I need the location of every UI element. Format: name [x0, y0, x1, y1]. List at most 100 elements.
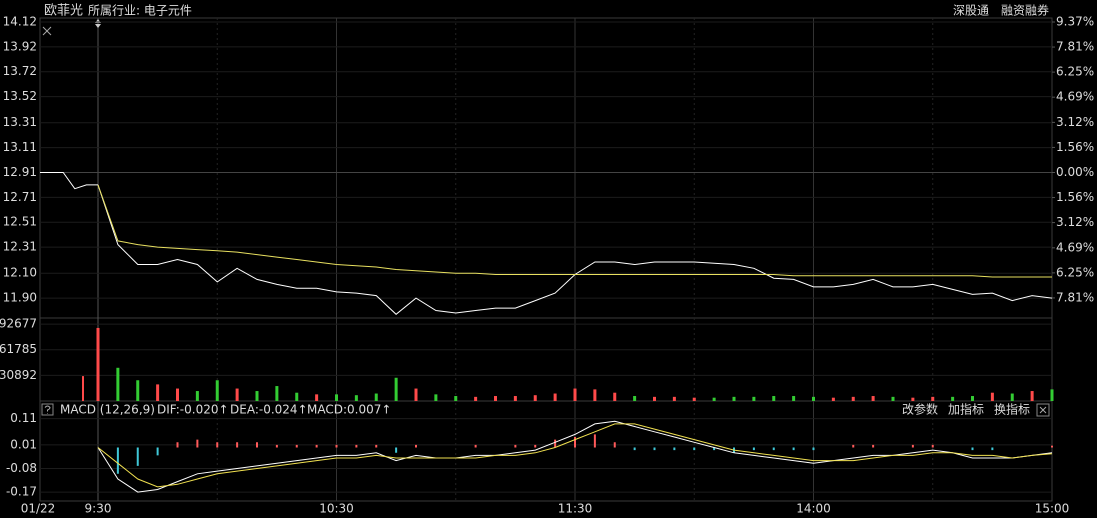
- volume-bar: [931, 396, 935, 401]
- volume-bar: [434, 394, 438, 401]
- y2-tick-label: 1.56%: [1056, 190, 1094, 204]
- volume-bar: [851, 396, 855, 401]
- plot-frame: [39, 17, 1053, 502]
- volume-bar: [354, 395, 358, 401]
- volume-bar: [871, 396, 875, 401]
- drag-handle[interactable]: [95, 19, 101, 28]
- y-tick-label: 12.31: [3, 240, 37, 254]
- button[interactable]: 加指标: [948, 402, 984, 417]
- volume-bar: [195, 391, 199, 401]
- legend-entry: DIF:-0.020↑: [157, 403, 229, 417]
- volume-bar: [712, 397, 716, 401]
- volume-bar: [613, 392, 617, 401]
- stock-name: 欧菲光: [44, 4, 83, 19]
- y2-tick-label: 6.25%: [1056, 265, 1094, 279]
- volume-bar: [494, 396, 497, 401]
- volume-bar: [474, 396, 478, 401]
- close-stroke: [1039, 406, 1047, 414]
- volume-bar: [255, 391, 259, 401]
- y-tick-label: 0.11: [10, 411, 37, 425]
- y2-tick-label: 9.37%: [1056, 15, 1094, 29]
- volume-bar: [812, 396, 815, 401]
- date-label: 01/22: [21, 502, 56, 516]
- y-tick-label: 13.31: [3, 115, 37, 129]
- auction-line: [40, 172, 98, 190]
- y-tick-label: 30892: [0, 368, 37, 382]
- x-tick-label: 14:00: [796, 502, 831, 516]
- close-box: [1036, 403, 1050, 417]
- link[interactable]: 融资融券: [1001, 3, 1049, 18]
- volume-bar: [235, 388, 239, 401]
- volume-bar: [374, 393, 378, 401]
- x-tick-label: 15:00: [1035, 502, 1070, 516]
- y2-tick-label: 1.56%: [1056, 140, 1094, 154]
- help-icon[interactable]: [41, 403, 54, 416]
- y-tick-label: 12.71: [3, 190, 37, 204]
- volume-bar: [454, 396, 458, 401]
- volume-bar: [672, 396, 676, 401]
- y-tick-label: 12.10: [3, 266, 37, 280]
- volume-bar: [971, 396, 974, 401]
- volume-bar: [732, 396, 736, 401]
- y2-tick-label: 0.00%: [1056, 165, 1094, 179]
- volume-bar: [176, 388, 179, 401]
- y2-tick-label: 3.12%: [1056, 215, 1094, 229]
- volume-bar: [215, 380, 219, 401]
- volume-bar: [156, 384, 160, 401]
- y-tick-label: 11.90: [3, 291, 37, 305]
- volume-bar: [1050, 389, 1054, 401]
- x-tick-label: 11:30: [558, 502, 593, 516]
- x-tick-label: 10:30: [319, 502, 354, 516]
- y-tick-label: 13.52: [3, 89, 37, 103]
- volume-bar: [633, 396, 637, 401]
- volume-bar: [116, 367, 120, 401]
- close-indicator[interactable]: [1036, 403, 1050, 417]
- button[interactable]: 换指标: [994, 402, 1030, 417]
- y-tick-label: -0.17: [6, 485, 37, 499]
- y2-tick-label: 3.12%: [1056, 115, 1094, 129]
- y-tick-label: 13.92: [3, 39, 37, 53]
- y-tick-label: -0.08: [6, 461, 37, 475]
- volume-bar: [951, 396, 955, 401]
- volume-bar: [295, 392, 299, 401]
- volume-bar: [692, 397, 696, 401]
- y-tick-label: 92677: [0, 317, 37, 331]
- volume-bar: [513, 396, 517, 401]
- industry: 所属行业: 电子元件: [88, 4, 192, 18]
- x-tick-label: 9:30: [85, 502, 112, 516]
- volume-bar: [553, 393, 557, 401]
- volume-bar: [772, 396, 776, 401]
- frames: [39, 17, 1053, 502]
- button[interactable]: 改参数: [902, 402, 938, 417]
- y-tick-label: 0.01: [10, 437, 37, 451]
- volume-bar: [414, 388, 418, 401]
- y2-tick-label: 7.81%: [1056, 290, 1094, 304]
- volume-bar: [752, 396, 756, 401]
- volume-bar: [394, 377, 398, 401]
- average-line: [97, 184, 1052, 278]
- dea-line: [97, 423, 1053, 488]
- legend-entry: MACD:0.007↑: [307, 403, 391, 417]
- y-tick-label: 12.91: [3, 165, 37, 179]
- help-glyph: [44, 405, 51, 414]
- volume-bar: [533, 395, 537, 401]
- help-box: [41, 403, 54, 416]
- volume-bar: [990, 392, 994, 401]
- volume-bar: [653, 396, 656, 401]
- volume-bar: [792, 396, 796, 401]
- volume-bar: [1030, 391, 1034, 401]
- volume-bar: [593, 389, 597, 401]
- volume-bar: [831, 397, 835, 401]
- volume-bar: [335, 394, 338, 401]
- y2-tick-label: 4.69%: [1056, 90, 1094, 104]
- y-tick-label: 61785: [0, 342, 37, 356]
- link[interactable]: 深股通: [953, 4, 989, 18]
- y-tick-label: 12.51: [3, 215, 37, 229]
- y-tick-label: 13.11: [3, 140, 37, 154]
- y-tick-label: 13.72: [3, 64, 37, 78]
- volume-bar: [96, 327, 100, 401]
- close-icon[interactable]: [42, 26, 52, 36]
